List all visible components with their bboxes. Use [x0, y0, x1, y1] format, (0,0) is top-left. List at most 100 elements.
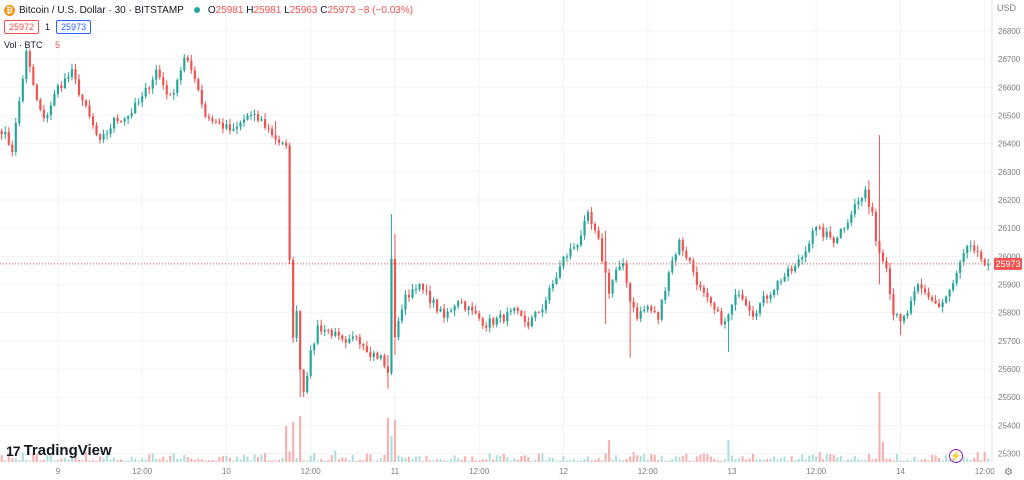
candle-body: [892, 294, 895, 316]
candle-body: [730, 304, 734, 315]
volume-bar: [597, 458, 600, 462]
candle-body: [706, 292, 709, 298]
candle-body: [397, 320, 400, 338]
volume-bar: [439, 458, 442, 462]
flash-icon[interactable]: ⚡: [949, 449, 963, 463]
volume-bar: [334, 450, 337, 462]
volume-bar: [116, 460, 119, 462]
gear-icon[interactable]: ⚙: [1004, 467, 1013, 478]
volume-bar: [787, 460, 790, 462]
candle-body: [130, 113, 133, 117]
candle-body: [42, 109, 45, 119]
candle-body: [864, 189, 867, 199]
volume-bar: [797, 458, 800, 462]
volume-bar: [734, 459, 737, 462]
candle-body: [843, 228, 846, 230]
candle-body: [162, 77, 165, 86]
volume-bar: [179, 458, 182, 462]
volume-bar: [113, 457, 116, 462]
candle-body: [113, 117, 116, 129]
volume-bar: [278, 459, 281, 462]
candle-body: [579, 235, 583, 246]
candle-body: [769, 295, 772, 299]
volume-bar: [945, 455, 948, 462]
volume-bar: [762, 459, 765, 462]
volume-bar: [292, 422, 295, 462]
buy-price-button[interactable]: 25973: [56, 20, 92, 34]
candle-body: [453, 306, 456, 311]
volume-bar: [593, 460, 597, 462]
volume-bar: [355, 460, 358, 462]
candle-body: [481, 318, 484, 326]
volume-bar: [232, 460, 235, 462]
symbol-title[interactable]: Bitcoin / U.S. Dollar · 30 · BITSTAMP: [19, 4, 184, 16]
high-value: 25981: [253, 4, 282, 16]
volume-bar: [165, 460, 168, 462]
candle-body: [432, 299, 435, 304]
volume-legend[interactable]: Vol · BTC 5: [4, 40, 60, 50]
volume-bar: [204, 460, 207, 462]
volume-bar: [148, 454, 151, 462]
candle-body: [499, 314, 502, 318]
candle-body: [506, 311, 509, 322]
candle-body: [681, 240, 684, 251]
candle-body: [341, 335, 344, 340]
volume-bar: [892, 460, 895, 462]
volume-bar: [867, 453, 870, 462]
candle-body: [548, 288, 551, 301]
volume-bar: [414, 456, 418, 462]
candle-body: [836, 237, 839, 244]
candle-body: [797, 259, 800, 266]
volume-bar: [460, 459, 463, 462]
candle-body: [193, 70, 196, 80]
candle-body: [443, 308, 446, 318]
candle-body: [348, 338, 351, 343]
candle-body: [49, 105, 52, 116]
volume-bar: [330, 455, 333, 462]
candle-body: [909, 300, 913, 314]
volume-bar: [744, 459, 748, 462]
volume-bar: [242, 454, 246, 462]
volume-bar: [509, 460, 512, 462]
volume-bar: [576, 460, 579, 462]
candle-body: [685, 250, 688, 258]
candle-body: [811, 230, 814, 244]
price-tick-label: 25700: [998, 337, 1021, 346]
candle-body: [495, 317, 498, 325]
volume-bar: [488, 453, 491, 462]
candle-body: [962, 253, 965, 263]
candle-body: [316, 325, 319, 344]
candle-body: [270, 128, 274, 136]
volume-bar: [383, 454, 386, 462]
candle-body: [21, 79, 24, 102]
volume-bar: [260, 454, 263, 462]
volume-bar: [281, 457, 284, 462]
candle-body: [14, 123, 17, 153]
volume-bar: [600, 460, 604, 462]
tradingview-logo[interactable]: 17 TradingView: [6, 442, 112, 459]
candle-body: [586, 212, 590, 221]
candle-body: [91, 116, 95, 126]
candle-body: [523, 315, 526, 322]
currency-label[interactable]: USD: [996, 3, 1016, 13]
candle-body: [74, 69, 77, 80]
candle-body: [583, 220, 586, 236]
volume-bar: [864, 460, 867, 462]
volume-bar: [987, 458, 990, 462]
candle-body: [688, 257, 691, 261]
volume-bar: [741, 456, 744, 462]
volume-bar: [839, 455, 842, 462]
volume-bar: [211, 459, 214, 462]
candle-body: [660, 299, 663, 320]
volume-bar: [39, 460, 42, 462]
volume-bar: [200, 459, 203, 462]
sell-price-button[interactable]: 25972: [4, 20, 40, 34]
volume-bar: [751, 453, 755, 462]
volume-bar: [850, 459, 853, 462]
volume-bar: [404, 458, 407, 462]
candle-body: [639, 311, 642, 319]
volume-bar: [660, 455, 663, 462]
candle-body: [292, 260, 295, 338]
volume-bar: [302, 460, 305, 462]
